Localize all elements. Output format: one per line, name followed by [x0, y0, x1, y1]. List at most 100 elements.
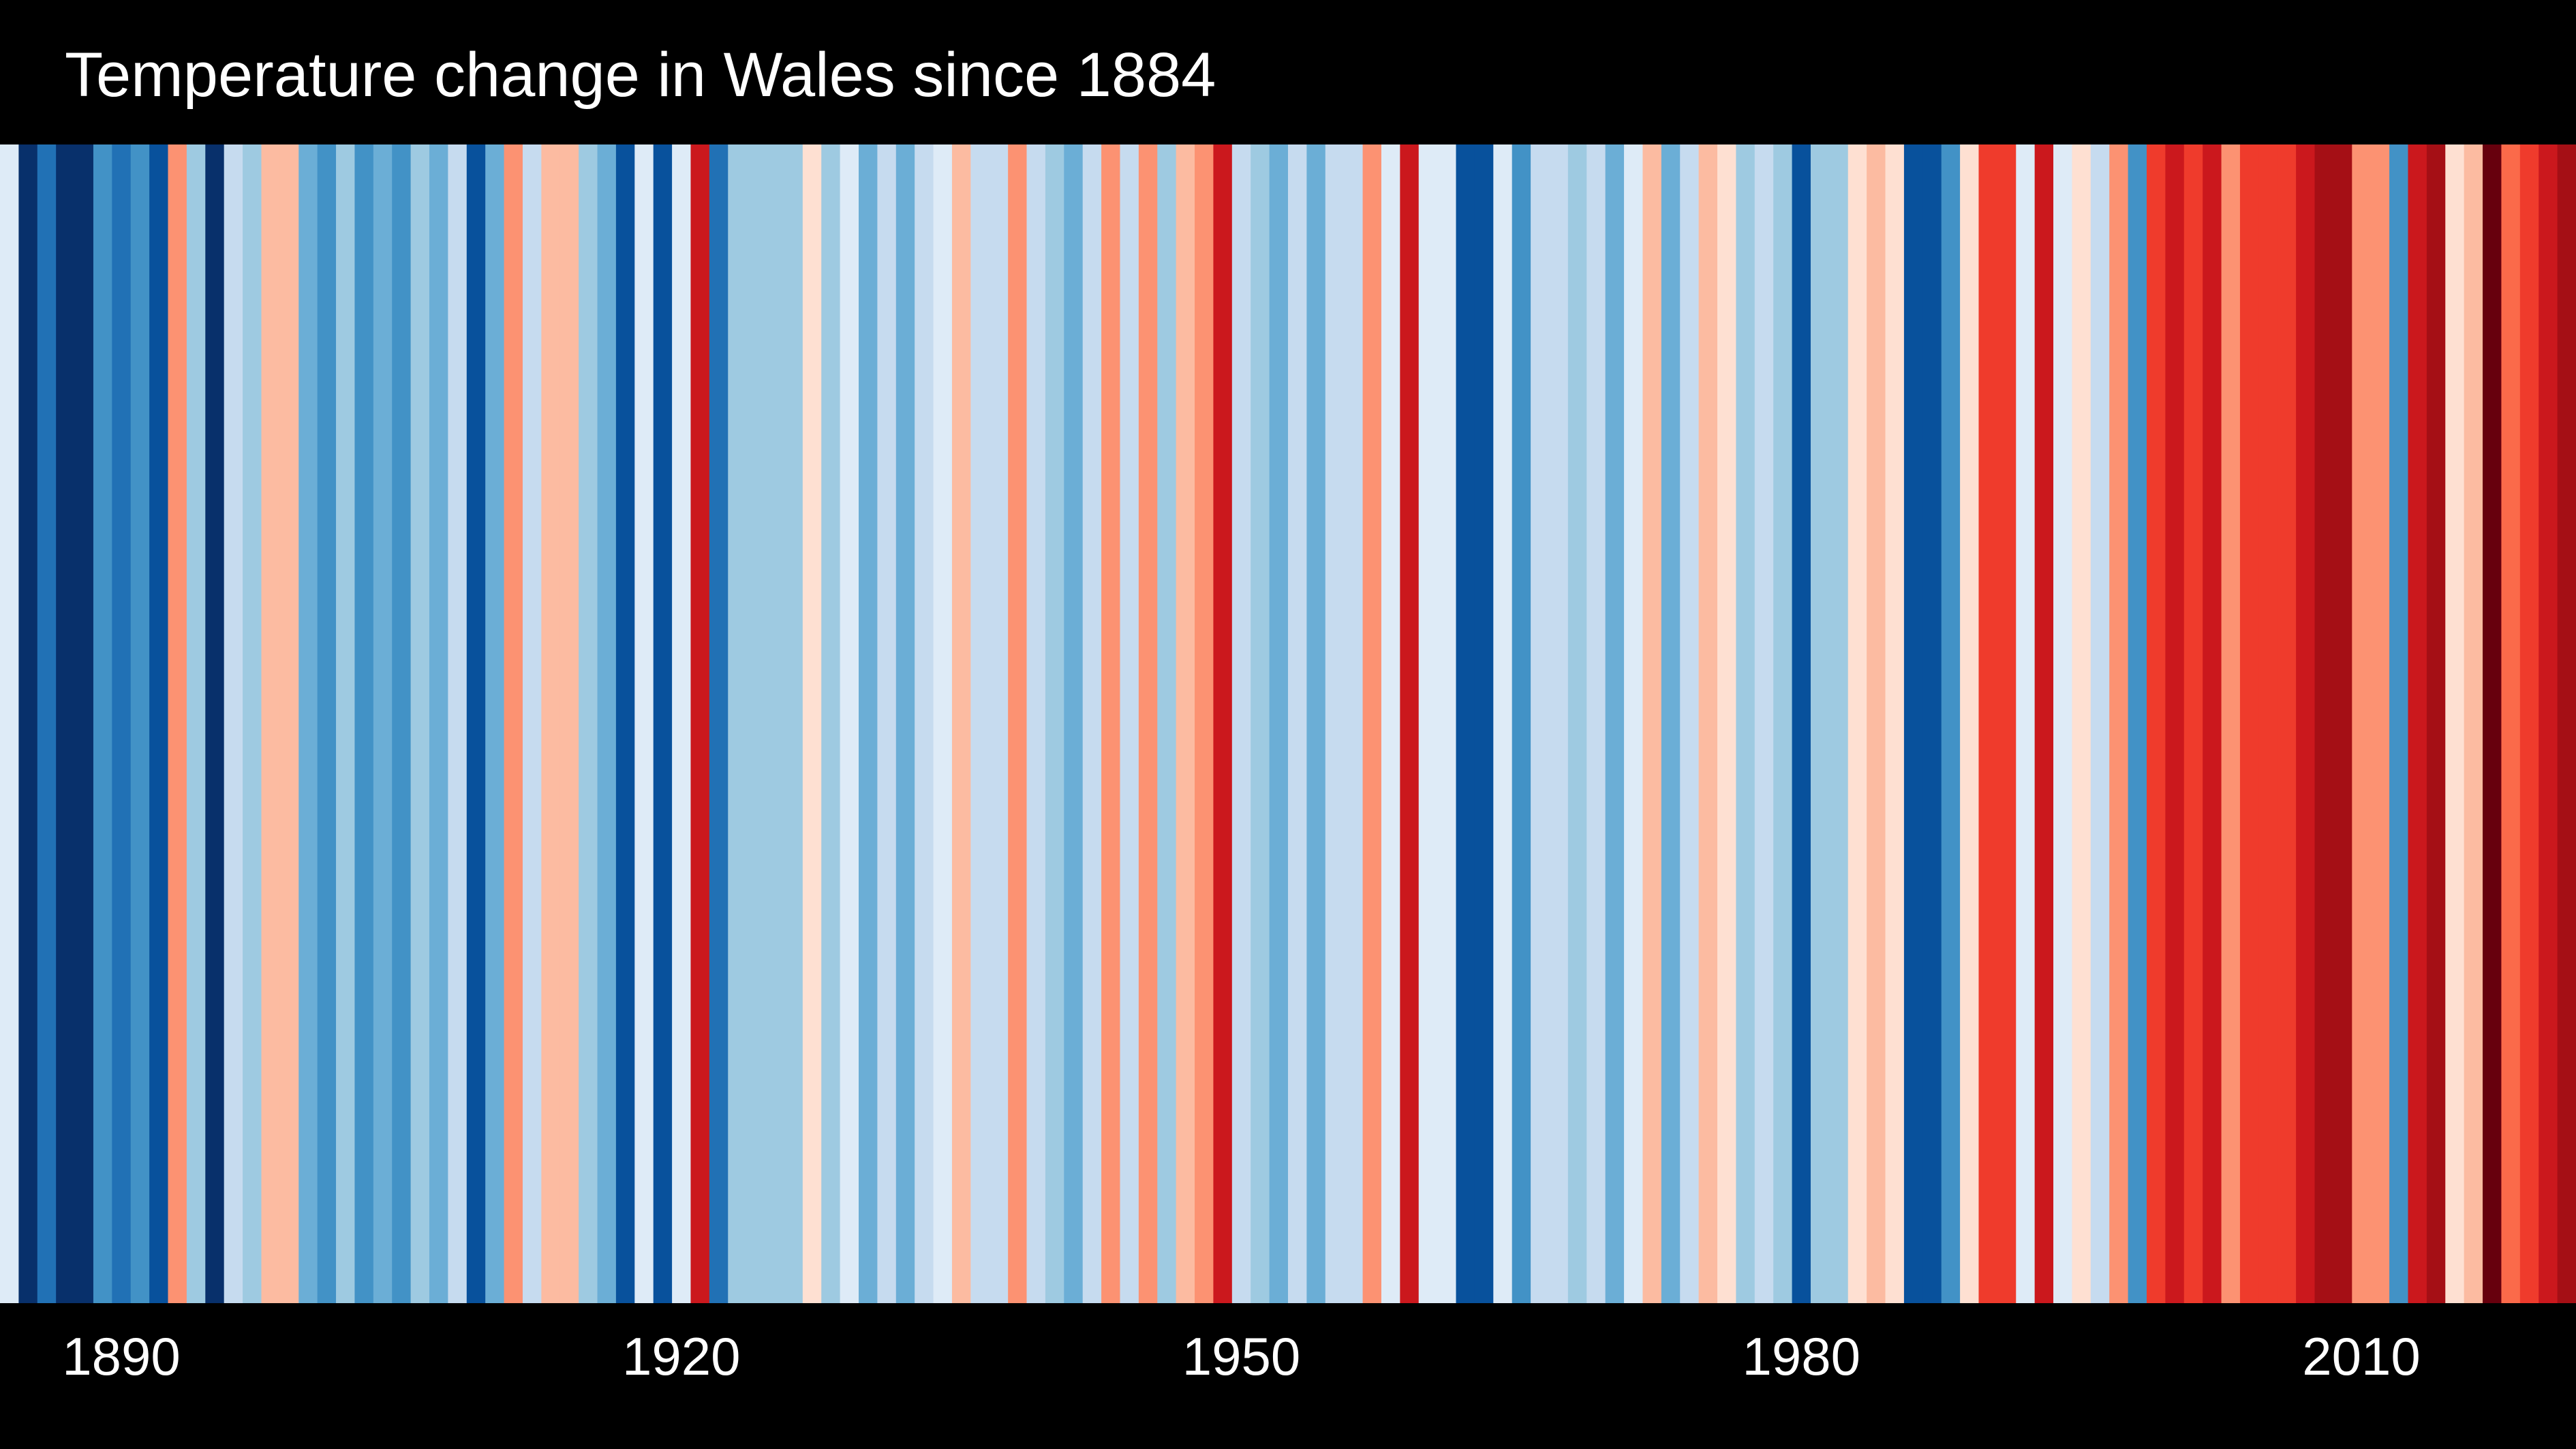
stripe-1966: [1531, 144, 1550, 1303]
stripe-1948: [1195, 144, 1214, 1303]
stripe-1958: [1381, 144, 1400, 1303]
stripe-1978: [1754, 144, 1774, 1303]
stripe-2014: [2426, 144, 2446, 1303]
stripe-1973: [1661, 144, 1681, 1303]
stripe-1903: [354, 144, 374, 1303]
x-tick-label: 1980: [1742, 1326, 1861, 1386]
stripe-1904: [373, 144, 393, 1303]
warming-stripes: [0, 144, 2576, 1303]
stripe-1956: [1344, 144, 1364, 1303]
stripe-1930: [859, 144, 878, 1303]
stripe-1938: [1008, 144, 1028, 1303]
stripe-1941: [1064, 144, 1084, 1303]
stripe-2007: [2296, 144, 2316, 1303]
stripe-2017: [2483, 144, 2502, 1303]
stripe-1998: [2128, 144, 2147, 1303]
stripe-1951: [1251, 144, 1270, 1303]
stripe-1952: [1269, 144, 1289, 1303]
stripe-1919: [653, 144, 673, 1303]
stripe-1992: [2016, 144, 2036, 1303]
stripe-1954: [1306, 144, 1326, 1303]
stripe-1996: [2090, 144, 2110, 1303]
stripe-1892: [149, 144, 169, 1303]
stripe-2015: [2445, 144, 2465, 1303]
stripe-1884: [0, 144, 19, 1303]
stripe-1898: [261, 144, 281, 1303]
stripe-1921: [690, 144, 710, 1303]
stripe-1922: [709, 144, 729, 1303]
x-tick-label: 1920: [622, 1326, 741, 1386]
stripe-2013: [2408, 144, 2427, 1303]
stripe-1965: [1512, 144, 1531, 1303]
stripe-1955: [1325, 144, 1345, 1303]
stripe-1968: [1567, 144, 1587, 1303]
stripe-1935: [951, 144, 971, 1303]
stripe-2002: [2203, 144, 2222, 1303]
stripe-1937: [989, 144, 1009, 1303]
stripe-2008: [2314, 144, 2334, 1303]
stripe-1901: [317, 144, 337, 1303]
stripe-2019: [2519, 144, 2539, 1303]
stripe-1975: [1698, 144, 1718, 1303]
stripe-1982: [1829, 144, 1849, 1303]
stripe-1944: [1120, 144, 1139, 1303]
stripe-1994: [2053, 144, 2073, 1303]
stripe-1995: [2072, 144, 2091, 1303]
x-tick-label: 2010: [2302, 1326, 2421, 1386]
stripe-1977: [1736, 144, 1755, 1303]
stripe-1902: [336, 144, 356, 1303]
stripe-1979: [1773, 144, 1793, 1303]
stripe-1991: [1997, 144, 2017, 1303]
stripe-1963: [1474, 144, 1494, 1303]
stripe-1912: [522, 144, 542, 1303]
stripe-1890: [112, 144, 132, 1303]
stripe-2004: [2239, 144, 2259, 1303]
stripe-1926: [784, 144, 803, 1303]
stripe-1908: [448, 144, 467, 1303]
stripe-1936: [970, 144, 990, 1303]
stripe-2011: [2370, 144, 2390, 1303]
stripe-1914: [559, 144, 579, 1303]
stripe-1964: [1493, 144, 1513, 1303]
stripe-1932: [895, 144, 915, 1303]
stripe-1928: [821, 144, 841, 1303]
stripe-2000: [2165, 144, 2185, 1303]
stripe-1906: [410, 144, 430, 1303]
stripe-1984: [1867, 144, 1886, 1303]
stripe-1999: [2147, 144, 2166, 1303]
stripe-1885: [18, 144, 38, 1303]
stripe-1980: [1792, 144, 1811, 1303]
stripe-1887: [56, 144, 76, 1303]
stripe-2001: [2183, 144, 2203, 1303]
stripe-1969: [1586, 144, 1606, 1303]
stripe-1924: [746, 144, 766, 1303]
stripe-1891: [130, 144, 150, 1303]
stripe-1946: [1157, 144, 1177, 1303]
stripe-1987: [1922, 144, 1942, 1303]
stripe-1929: [840, 144, 859, 1303]
stripe-1943: [1101, 144, 1121, 1303]
stripe-1940: [1045, 144, 1064, 1303]
x-axis-ticks: 1890 1920 1950 1980 2010: [0, 1322, 2576, 1404]
stripe-1947: [1176, 144, 1195, 1303]
stripe-1918: [634, 144, 654, 1303]
stripe-1983: [1847, 144, 1867, 1303]
stripe-2018: [2501, 144, 2521, 1303]
stripe-1959: [1400, 144, 1420, 1303]
stripe-1913: [541, 144, 561, 1303]
stripe-1915: [579, 144, 598, 1303]
stripe-1933: [915, 144, 934, 1303]
stripe-1945: [1138, 144, 1158, 1303]
stripe-1950: [1231, 144, 1251, 1303]
stripe-1931: [877, 144, 897, 1303]
stripe-1907: [429, 144, 448, 1303]
stripe-1957: [1362, 144, 1382, 1303]
stripe-1939: [1026, 144, 1046, 1303]
stripe-1988: [1941, 144, 1961, 1303]
stripe-1981: [1810, 144, 1830, 1303]
x-tick-label: 1890: [62, 1326, 181, 1386]
stripe-1974: [1680, 144, 1700, 1303]
stripe-1949: [1213, 144, 1233, 1303]
chart-title: Temperature change in Wales since 1884: [65, 40, 1216, 110]
stripe-1927: [802, 144, 822, 1303]
